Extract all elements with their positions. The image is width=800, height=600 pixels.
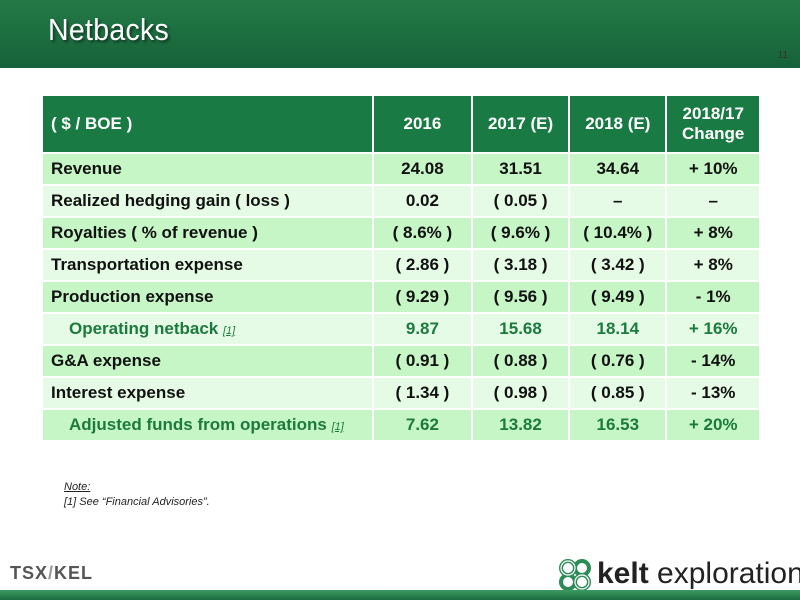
column-header-2018: 2018 (E) [570,96,666,152]
value-cell: ( 9.56 ) [472,282,569,312]
value-cell: - 14% [667,346,759,376]
value-cell: ( 2.86 ) [373,250,471,280]
logo-word-exploration: exploration [648,557,800,590]
row-label: Operating netback [69,319,219,338]
footer-bar [0,590,800,600]
value-cell: + 20% [667,410,759,440]
value-cell: + 8% [667,218,759,248]
value-cell: ( 0.85 ) [570,378,666,408]
celtic-knot-icon [559,559,591,591]
value-cell: ( 3.42 ) [570,250,666,280]
row-label: Royalties ( % of revenue ) [51,223,258,242]
value-cell: ( 9.29 ) [373,282,471,312]
row-label-cell: Operating netback [1] [43,314,372,344]
row-label-cell: Royalties ( % of revenue ) [43,218,372,248]
value-cell: - 1% [667,282,759,312]
change-header-line1: 2018/17 [682,104,744,123]
table-row: G&A expense ( 0.91 )( 0.88 )( 0.76 ) - 14% [43,346,759,376]
change-header-line2: Change [682,124,745,143]
tsx-ticker-logo: TSX/KEL [10,563,93,584]
table-header-row: ( $ / BOE ) 2016 2017 (E) 2018 (E) 2018/… [43,96,759,152]
column-header-2016: 2016 [373,96,471,152]
value-cell: 34.64 [570,154,666,184]
value-cell: 9.87 [373,314,471,344]
row-label-cell: Interest expense [43,378,372,408]
value-cell: ( 0.05 ) [472,186,569,216]
value-cell: – [667,186,759,216]
value-cell: ( 0.91 ) [373,346,471,376]
value-cell: 24.08 [373,154,471,184]
kelt-exploration-logo: kelt exploration [555,555,800,595]
table-row: Transportation expense ( 2.86 )( 3.18 )( … [43,250,759,280]
note-heading: Note: [64,481,91,493]
slide-title: Netbacks [48,12,170,47]
title-banner: Netbacks [0,0,800,68]
row-label: Transportation expense [51,255,243,274]
table-row: Revenue 24.08 31.51 34.64 + 10% [43,154,759,184]
value-cell: + 10% [667,154,759,184]
value-cell: 16.53 [570,410,666,440]
value-cell: ( 10.4% ) [570,218,666,248]
column-header-2017: 2017 (E) [472,96,569,152]
row-label: Production expense [51,287,214,306]
column-header-unit: ( $ / BOE ) [43,96,372,152]
logo-word-kelt: kelt [597,557,649,590]
table-row: Production expense ( 9.29 )( 9.56 )( 9.49… [43,282,759,312]
value-cell: + 16% [667,314,759,344]
value-cell: ( 9.6% ) [472,218,569,248]
value-cell: 7.62 [373,410,471,440]
value-cell: ( 0.98 ) [472,378,569,408]
table-row: Realized hedging gain ( loss ) 0.02( 0.05… [43,186,759,216]
row-label-cell: Realized hedging gain ( loss ) [43,186,372,216]
value-cell: ( 9.49 ) [570,282,666,312]
row-label: Interest expense [51,383,186,402]
value-cell: - 13% [667,378,759,408]
value-cell: 13.82 [472,410,569,440]
notes-block: Note: [1] See “Financial Advisories”. [64,480,210,510]
value-cell: ( 0.88 ) [472,346,569,376]
row-label: Revenue [51,159,122,178]
ticker-divider-icon: / [48,563,55,583]
value-cell: ( 3.18 ) [472,250,569,280]
page-number: 11 [777,50,788,61]
value-cell: – [570,186,666,216]
row-label-cell: Transportation expense [43,250,372,280]
value-cell: 31.51 [472,154,569,184]
note-line: [1] See “Financial Advisories”. [64,496,210,508]
value-cell: 0.02 [373,186,471,216]
value-cell: ( 1.34 ) [373,378,471,408]
value-cell: ( 0.76 ) [570,346,666,376]
tsx-text: TSX [10,563,49,583]
row-label: Realized hedging gain ( loss ) [51,191,290,210]
ticker-text: KEL [54,563,94,583]
row-label-cell: Production expense [43,282,372,312]
table-row: Operating netback [1] 9.87 15.68 18.14 + 16% [43,314,759,344]
logo-wordmark: kelt exploration [597,557,800,591]
value-cell: 15.68 [472,314,569,344]
row-label-cell: Revenue [43,154,372,184]
row-label: G&A expense [51,351,161,370]
row-label: Adjusted funds from operations [69,415,327,434]
netbacks-table: ( $ / BOE ) 2016 2017 (E) 2018 (E) 2018/… [41,94,761,442]
row-label-cell: Adjusted funds from operations [1] [43,410,372,440]
column-header-change: 2018/17 Change [667,96,759,152]
row-label-cell: G&A expense [43,346,372,376]
footnote-ref: [1] [223,325,236,337]
value-cell: 18.14 [570,314,666,344]
table-row: Royalties ( % of revenue ) ( 8.6% )( 9.6%… [43,218,759,248]
value-cell: ( 8.6% ) [373,218,471,248]
table-row: Adjusted funds from operations [1] 7.62 13… [43,410,759,440]
table-row: Interest expense ( 1.34 )( 0.98 )( 0.85 )… [43,378,759,408]
footnote-ref: [1] [331,421,344,433]
value-cell: + 8% [667,250,759,280]
